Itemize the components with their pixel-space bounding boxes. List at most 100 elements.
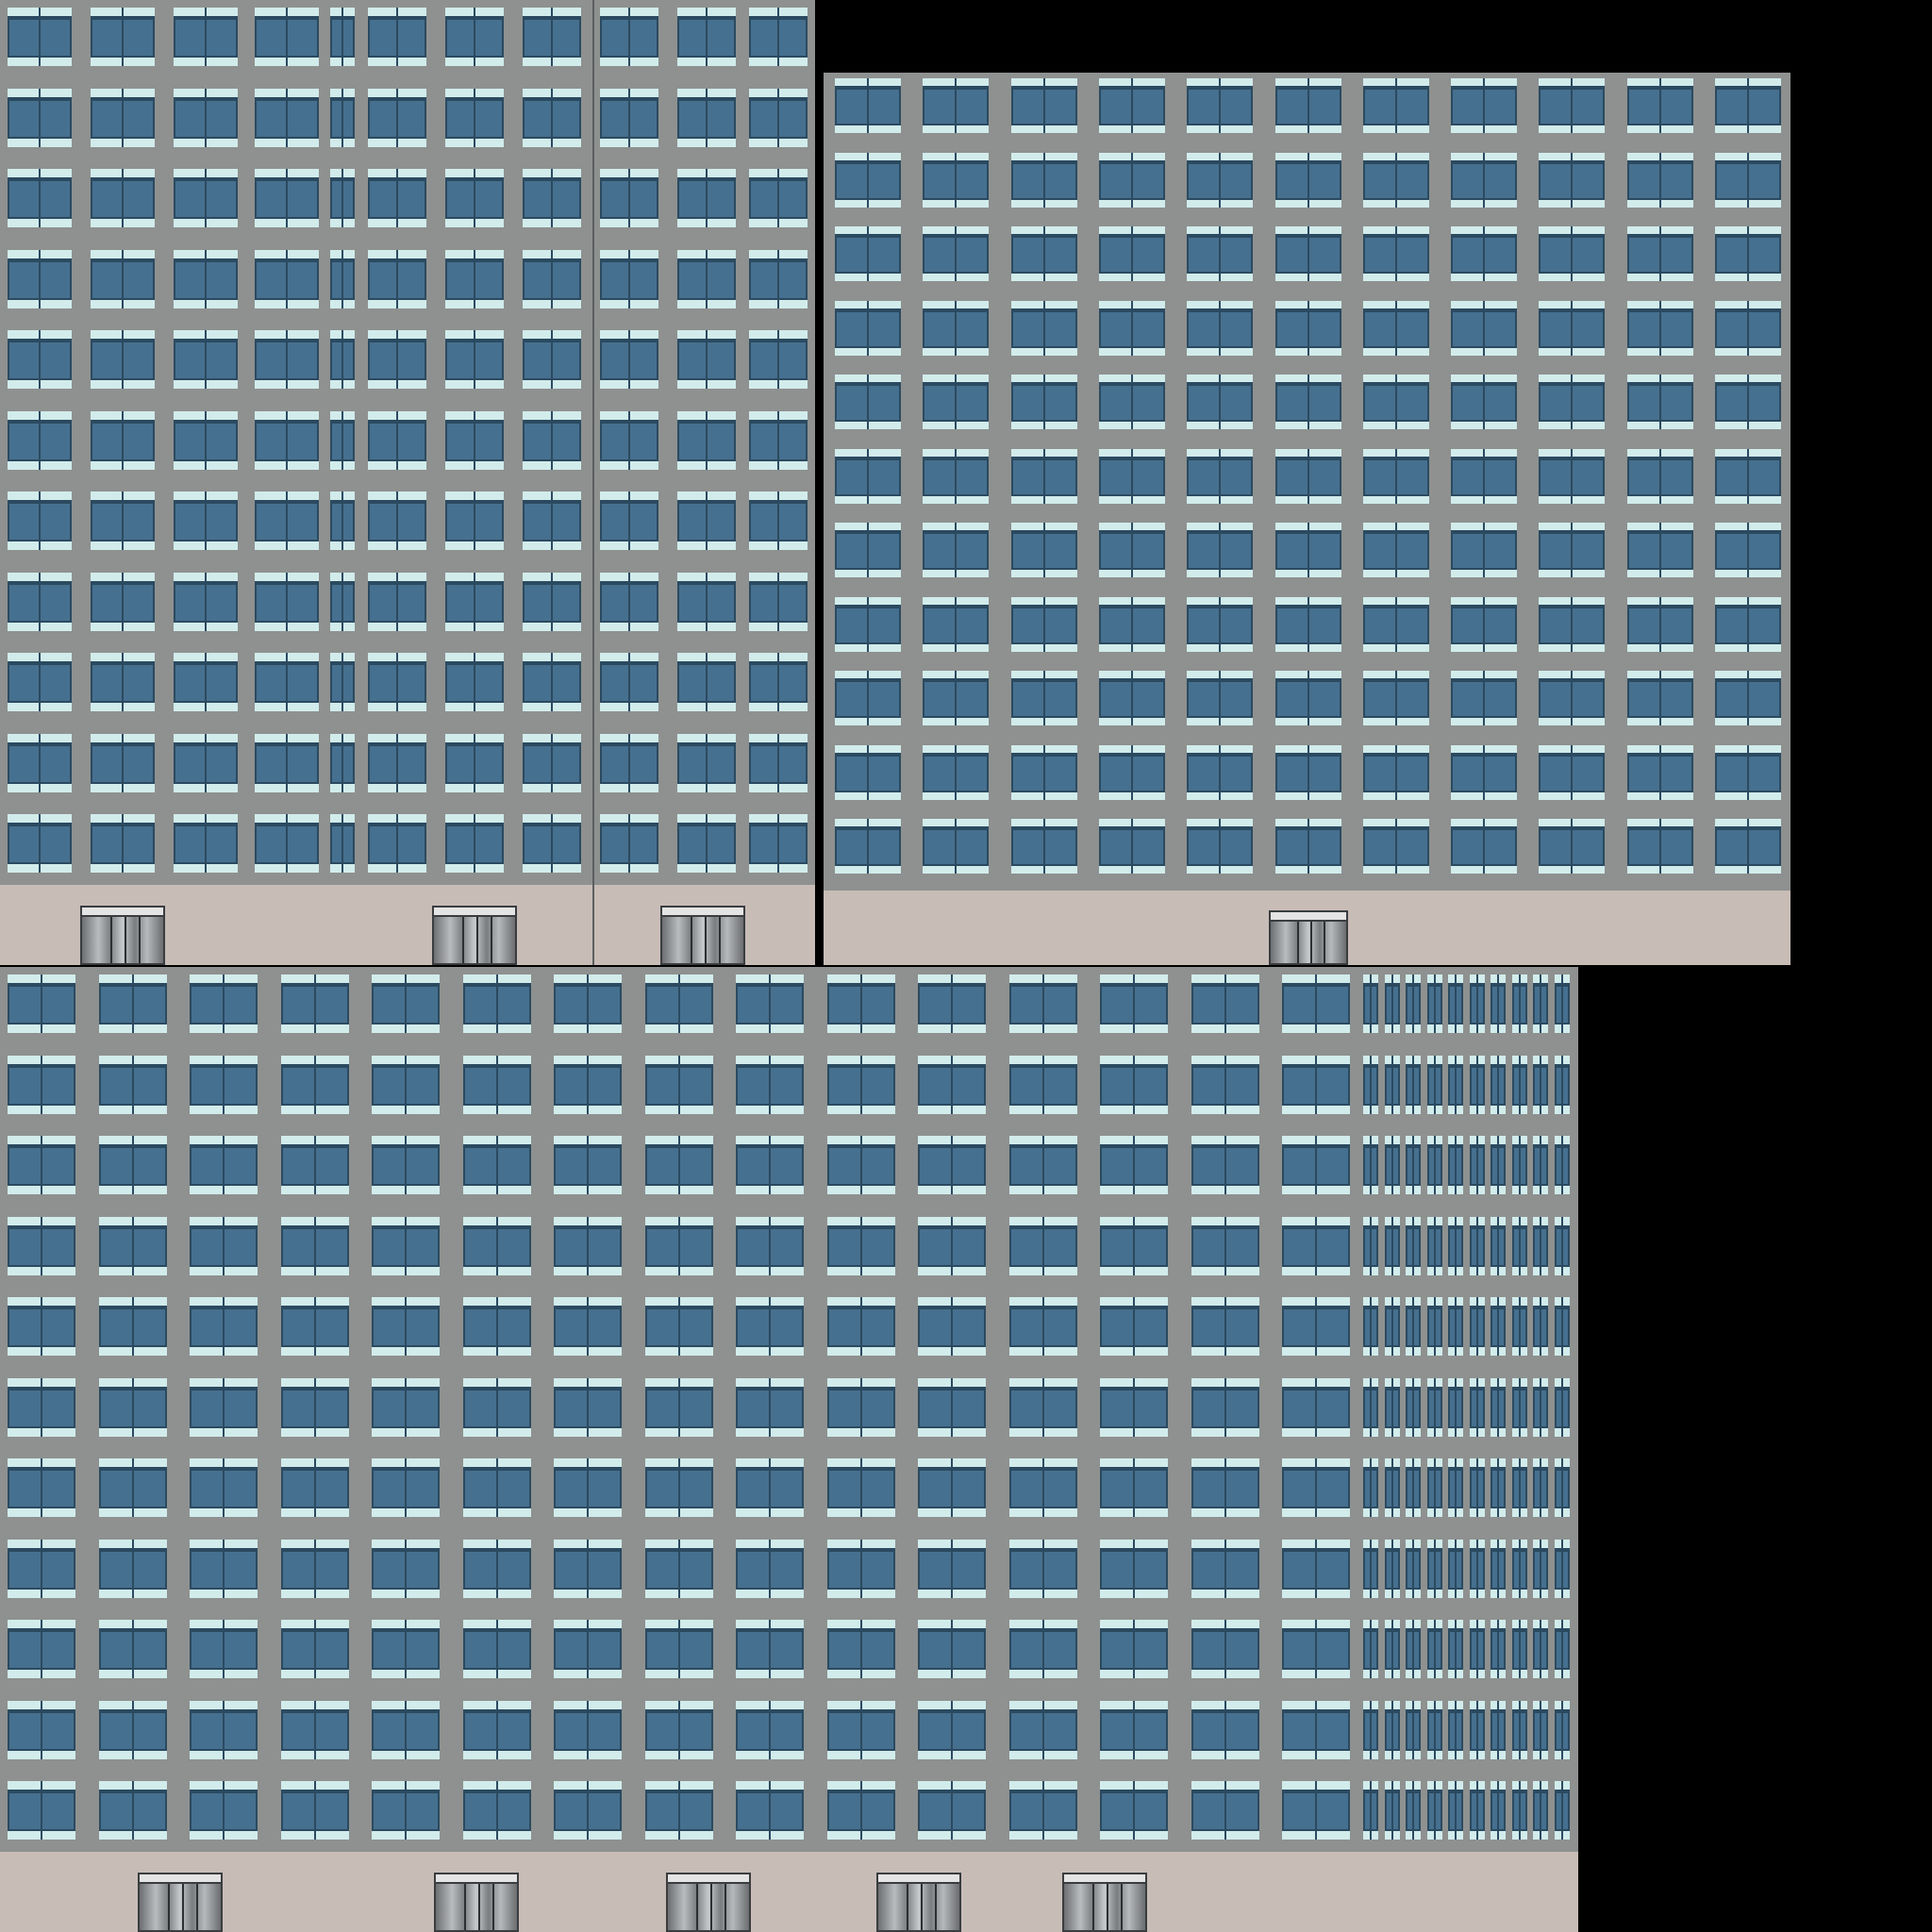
window-transom [1626,272,1693,274]
window [368,572,426,631]
window [600,733,658,792]
window-transom [1274,345,1341,348]
window-transom [1406,1103,1421,1106]
window-transom [1100,1628,1168,1630]
window-transom [1469,1063,1485,1066]
window-transom [1010,826,1077,828]
window [523,491,581,550]
window-transom [1539,86,1606,88]
window-transom [1363,1103,1378,1106]
window [749,88,808,147]
window-transom [1554,983,1570,985]
window-transom [1715,716,1781,718]
window-transom [1715,530,1781,532]
window-transom [600,862,658,864]
window-transom [677,823,736,824]
window-mullion [223,1136,225,1194]
window-transom [280,983,349,985]
window-mullion [131,1458,134,1517]
window-transom [749,823,808,824]
window-transom [749,701,808,703]
window [1187,596,1254,652]
window [174,491,238,550]
window-transom [462,983,531,985]
window [600,814,658,873]
window-mullion [313,1377,316,1437]
window-mullion [1571,448,1574,504]
window-transom [1406,1708,1421,1711]
window [1274,300,1341,356]
window [749,169,808,227]
window-mullion [1455,1297,1457,1356]
window [98,1700,167,1759]
window [1491,974,1506,1033]
window-mullion [859,1055,862,1114]
window [677,8,736,66]
window-mullion [1391,1055,1393,1114]
window-transom [1191,1829,1259,1831]
door-leaf-divider [1092,1884,1094,1930]
window [1187,744,1254,800]
window-transom [1469,1628,1485,1630]
window-mullion [1041,1055,1044,1114]
window [8,1216,75,1275]
window-transom [1426,1264,1442,1267]
window-transom [8,1790,75,1791]
window-transom [835,716,901,718]
window-transom [1451,197,1518,200]
window-transom [1511,1184,1527,1186]
window-transom [372,1708,440,1711]
window-transom [330,580,355,583]
window [677,572,736,631]
window-transom [736,1023,804,1024]
window [1715,596,1781,652]
window-transom [644,1748,713,1751]
window-mullion [1497,1297,1499,1356]
window [462,1055,531,1114]
window [1100,1781,1168,1840]
window [1384,1136,1400,1194]
window-mullion [122,410,124,470]
window-mullion [628,491,630,550]
window-transom [1715,159,1781,162]
window-transom [1363,1628,1378,1630]
window-transom [280,1829,349,1831]
window-mullion [131,1055,134,1114]
window [1010,152,1077,208]
window-transom [1533,1748,1548,1751]
window-mullion [955,78,958,133]
door-leaf-divider [196,1884,198,1930]
window [826,1136,895,1194]
window-transom [1191,1345,1259,1347]
window-transom [1554,1547,1570,1550]
window-transom [462,1264,531,1267]
window-transom [98,1467,167,1469]
window-transom [1187,420,1254,422]
window-transom [1554,1224,1570,1227]
window-transom [1363,1748,1378,1751]
window-transom [918,1668,986,1670]
window-transom [372,1790,440,1791]
window [1098,744,1165,800]
window-transom [1448,1103,1463,1106]
window [736,1136,804,1194]
facade-top-left [0,0,815,965]
window-transom [330,823,355,824]
window-transom [1426,1587,1442,1590]
window [368,249,426,308]
window-transom [1384,1467,1400,1469]
window-transom [1098,345,1165,348]
window-mullion [1412,1136,1414,1194]
window-mullion [1658,671,1661,725]
window-transom [1626,826,1693,828]
window-mullion [951,1700,953,1759]
window-transom [91,56,155,58]
window-transom [554,1023,622,1024]
window [445,410,504,470]
window-transom [1274,159,1341,162]
window [1010,375,1077,429]
window [600,249,658,308]
window-transom [280,1708,349,1711]
window-mullion [1497,1377,1499,1437]
window-transom [1491,1103,1506,1106]
